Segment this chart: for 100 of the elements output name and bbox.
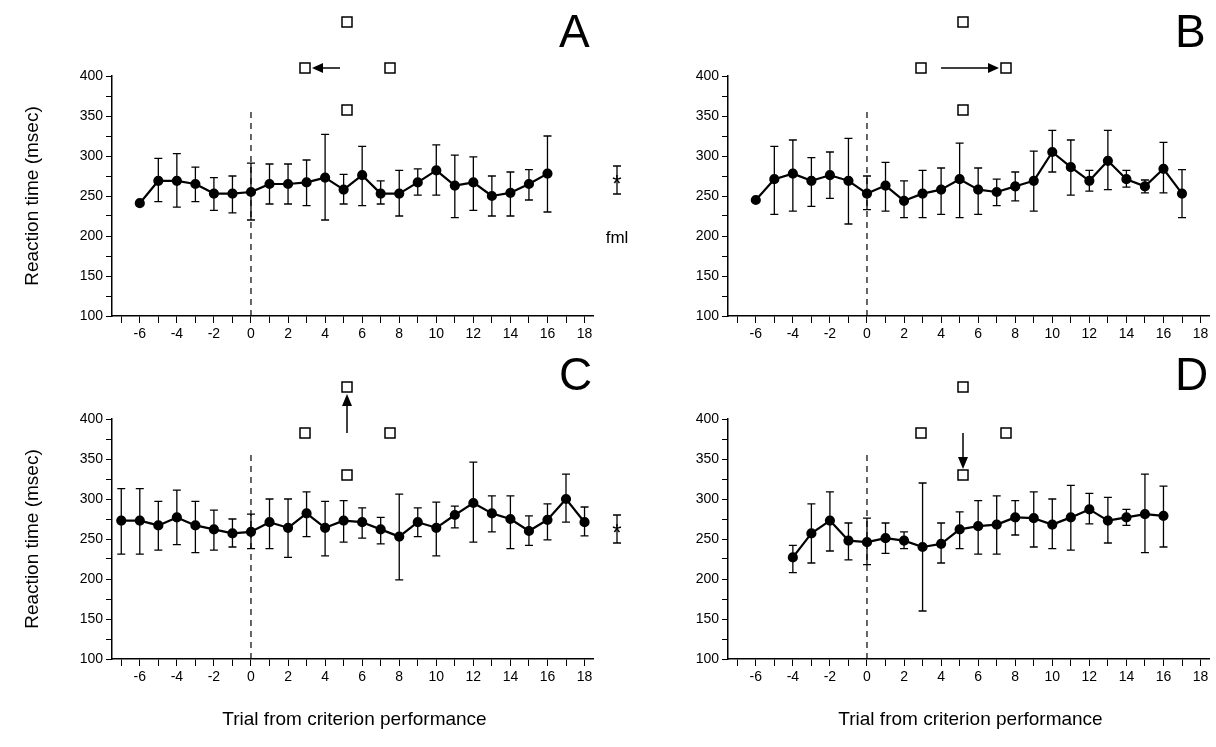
- point: [824, 515, 836, 526]
- point: [1028, 175, 1039, 186]
- point: [431, 165, 442, 176]
- point: [542, 514, 553, 525]
- x-tick-label: 4: [937, 325, 946, 342]
- point: [412, 517, 423, 528]
- point: [153, 520, 164, 531]
- x-tick-label: 2: [284, 325, 293, 342]
- x-axis-title: Trial from criterion performance: [838, 708, 1103, 730]
- x-tick-label: 14: [502, 668, 519, 685]
- point: [936, 184, 947, 195]
- x-tick-label: -2: [823, 668, 837, 685]
- x-tick-label: 18: [576, 668, 593, 685]
- point: [523, 525, 535, 537]
- y-tick-label: 150: [695, 609, 720, 626]
- point: [880, 180, 891, 191]
- point: [375, 524, 386, 535]
- point: [338, 515, 349, 526]
- y-tick-label: 100: [695, 649, 720, 666]
- point: [1010, 181, 1021, 192]
- y-tick-label: 350: [695, 449, 720, 466]
- point: [468, 177, 479, 188]
- point: [190, 520, 201, 531]
- point: [412, 177, 423, 188]
- y-tick-label: 100: [79, 306, 104, 323]
- x-tick-label: 6: [974, 668, 983, 685]
- x-tick-label: 14: [1118, 325, 1135, 342]
- y-tick-label: 350: [79, 106, 104, 123]
- point: [806, 175, 817, 186]
- x-tick-label: -2: [207, 325, 221, 342]
- y-axis-title: Reaction time (msec): [21, 449, 43, 629]
- y-tick-label: 300: [695, 489, 720, 506]
- y-tick-label: 150: [695, 266, 720, 283]
- point: [116, 515, 127, 526]
- point: [227, 188, 238, 199]
- x-tick-label: -4: [170, 325, 184, 342]
- x-tick-label: 12: [465, 668, 482, 685]
- point: [1139, 509, 1151, 520]
- x-tick-label: 16: [1155, 668, 1172, 685]
- point: [843, 175, 854, 186]
- point: [787, 552, 798, 563]
- point: [431, 522, 442, 533]
- x-tick-label: 8: [395, 668, 404, 685]
- point: [973, 184, 984, 195]
- x-tick-label: 10: [428, 325, 445, 342]
- point: [1121, 174, 1132, 185]
- point: [769, 174, 780, 185]
- point: [579, 517, 590, 528]
- x-axis-title: Trial from criterion performance: [222, 708, 487, 730]
- point: [1065, 512, 1076, 523]
- point: [1158, 510, 1169, 521]
- point: [1121, 512, 1132, 523]
- y-tick-label: 400: [695, 409, 720, 426]
- point: [245, 526, 257, 537]
- x-tick-label: 10: [1044, 668, 1061, 685]
- point: [134, 198, 145, 209]
- x-tick-label: 10: [428, 668, 445, 685]
- point: [991, 519, 1002, 530]
- point: [824, 170, 836, 181]
- y-tick-label: 100: [79, 649, 104, 666]
- point: [954, 174, 965, 185]
- point: [338, 184, 349, 195]
- point: [1047, 146, 1058, 158]
- point: [394, 531, 405, 542]
- x-tick-label: -6: [749, 668, 763, 685]
- point: [542, 168, 553, 179]
- x-tick-label: 0: [247, 668, 256, 685]
- point: [208, 188, 220, 199]
- point: [301, 508, 312, 519]
- point: [936, 538, 947, 549]
- point: [917, 188, 928, 199]
- point: [208, 524, 220, 535]
- x-tick-label: -4: [170, 668, 184, 685]
- point: [282, 522, 294, 533]
- x-tick-label: 12: [1081, 668, 1098, 685]
- point: [486, 190, 497, 202]
- point: [954, 524, 965, 535]
- point: [1047, 519, 1058, 530]
- x-tick-label: 10: [1044, 325, 1061, 342]
- point: [523, 178, 535, 190]
- x-tick-label: 4: [937, 668, 946, 685]
- point: [171, 175, 182, 186]
- point: [973, 521, 984, 532]
- x-tick-label: 2: [900, 668, 909, 685]
- point: [898, 535, 910, 546]
- x-tick-label: -2: [207, 668, 221, 685]
- chart-title: C: [559, 348, 593, 400]
- x-tick-label: 8: [395, 325, 404, 342]
- y-axis-title: Reaction time (msec): [21, 106, 43, 286]
- x-tick-label: 14: [502, 325, 519, 342]
- point: [1158, 163, 1169, 174]
- x-tick-label: 4: [321, 668, 330, 685]
- x-tick-label: 18: [576, 325, 593, 342]
- y-tick-label: 300: [695, 146, 720, 163]
- point: [1028, 513, 1039, 524]
- y-tick-label: 200: [79, 569, 104, 586]
- x-tick-label: 0: [863, 668, 872, 685]
- point: [449, 509, 460, 521]
- point: [898, 195, 910, 206]
- chart-title: D: [1175, 348, 1209, 400]
